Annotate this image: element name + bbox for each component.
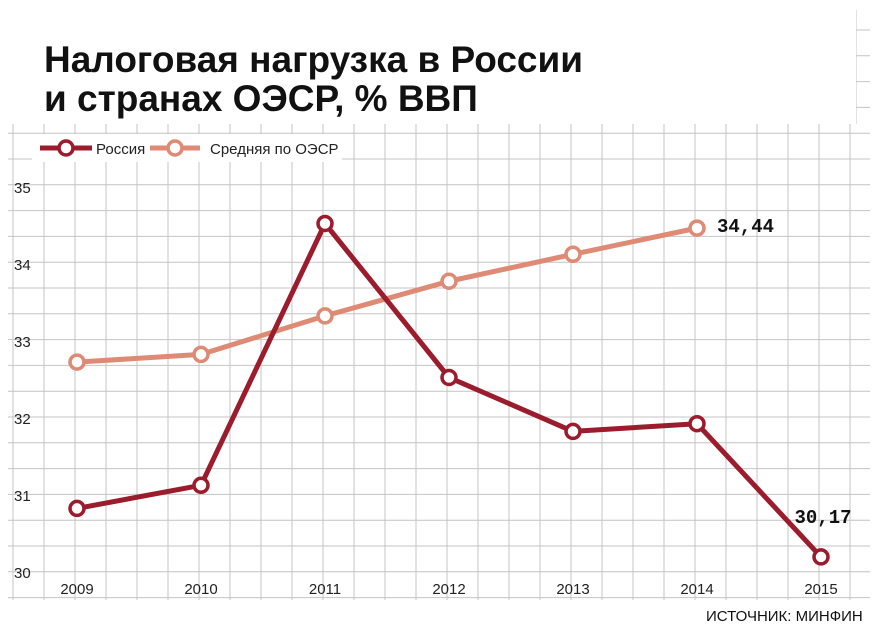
legend-item: Средняя по ОЭСР: [150, 139, 339, 158]
x-tick-label: 2012: [432, 581, 465, 598]
legend-item: Россия: [40, 139, 145, 158]
series: [68, 214, 830, 566]
x-tick-label: 2014: [680, 581, 713, 598]
y-tick-label: 32: [14, 411, 31, 428]
title-box: [8, 10, 856, 124]
data-point: [68, 499, 86, 518]
series-0: [68, 214, 830, 566]
legend-marker: [166, 139, 184, 157]
data-point: [564, 245, 582, 264]
y-axis-ticks: 35 34 33 32 31 30: [14, 180, 31, 582]
data-point: [68, 353, 86, 371]
legend-marker: [57, 139, 75, 157]
x-tick-label: 2013: [556, 581, 589, 598]
legend: Россия Средняя по ОЭСР: [32, 134, 342, 162]
x-tick-label: 2009: [60, 581, 93, 598]
y-tick-label: 30: [14, 565, 31, 582]
legend-label: Россия: [96, 141, 145, 158]
data-point: [316, 307, 334, 325]
source-note: ИСТОЧНИК: МИНФИН: [706, 608, 863, 625]
data-point: [688, 219, 706, 237]
data-point: [440, 368, 458, 387]
data-point: [192, 345, 210, 364]
data-point: [316, 214, 334, 233]
legend-label: Средняя по ОЭСР: [210, 141, 339, 158]
data-labels: 34,44 30,17: [717, 216, 852, 529]
y-tick-label: 34: [14, 257, 31, 274]
data-point: [812, 548, 830, 566]
y-tick-label: 35: [14, 180, 31, 197]
x-tick-label: 2011: [309, 581, 341, 598]
data-label: 30,17: [794, 507, 851, 529]
chart-title-line-2: и странах ОЭСР, % ВВП: [44, 78, 478, 119]
data-point: [688, 414, 706, 433]
x-tick-label: 2015: [804, 581, 837, 598]
data-point: [564, 422, 582, 441]
data-label: 34,44: [717, 216, 774, 238]
y-tick-label: 31: [14, 488, 31, 505]
data-point: [440, 272, 458, 290]
chart-title-line-1: Налоговая нагрузка в России: [44, 39, 583, 80]
source-box: [700, 602, 850, 628]
data-point: [192, 476, 210, 495]
y-tick-label: 33: [14, 334, 31, 351]
x-axis-ticks: 2009 2010 2011 2012 2013 2014 2015: [60, 581, 837, 598]
x-tick-label: 2010: [184, 581, 217, 598]
